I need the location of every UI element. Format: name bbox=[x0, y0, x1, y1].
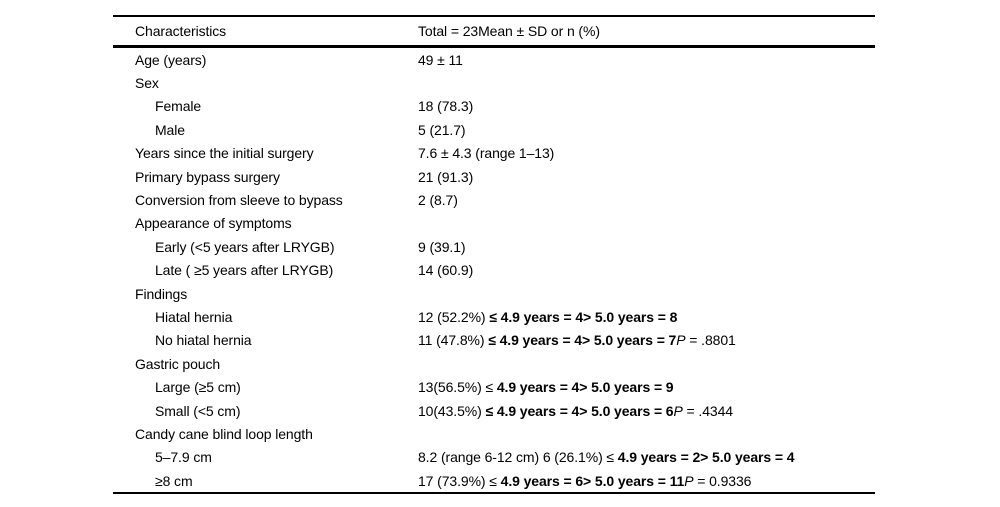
row-value: 13(56.5%) ≤ 4.9 years = 4> 5.0 years = 9 bbox=[418, 379, 875, 395]
value-bold-run: ≤ 4.9 years = 4> 5.0 years = 7 bbox=[488, 332, 677, 349]
value-text-run: = .8801 bbox=[685, 332, 736, 349]
row-value: 7.6 ± 4.3 (range 1–13) bbox=[418, 145, 875, 161]
value-text-run: 21 (91.3) bbox=[418, 168, 474, 185]
row-label: Small (<5 cm) bbox=[155, 402, 241, 419]
table-row: Large (≥5 cm) 13(56.5%) ≤ 4.9 years = 4> … bbox=[113, 375, 875, 398]
row-label: Large (≥5 cm) bbox=[155, 379, 241, 396]
value-text-run: 18 (78.3) bbox=[418, 98, 474, 115]
table-row: Sex bbox=[113, 71, 875, 94]
value-text-run: 11 (47.8%) bbox=[418, 332, 489, 349]
table-row: Male 5 (21.7) bbox=[113, 118, 875, 141]
table-row: Early (<5 years after LRYGB) 9 (39.1) bbox=[113, 235, 875, 258]
row-value: 8.2 (range 6-12 cm) 6 (26.1%) ≤ 4.9 year… bbox=[418, 449, 875, 465]
value-text-run: 17 (73.9%) ≤ bbox=[418, 472, 501, 489]
p-value-symbol: P bbox=[673, 402, 683, 419]
p-value-symbol: P bbox=[676, 332, 686, 349]
row-value: 12 (52.2%) ≤ 4.9 years = 4> 5.0 years = … bbox=[418, 309, 875, 325]
row-label: No hiatal hernia bbox=[155, 332, 252, 349]
row-label: Gastric pouch bbox=[135, 355, 221, 372]
value-text-run: 5 (21.7) bbox=[418, 121, 466, 138]
characteristics-table: Characteristics Total = 23Mean ± SD or n… bbox=[113, 15, 875, 495]
table-row: Candy cane blind loop length bbox=[113, 422, 875, 445]
table-row: Findings bbox=[113, 282, 875, 305]
row-label: Sex bbox=[135, 75, 159, 92]
row-label: Age (years) bbox=[135, 51, 207, 68]
row-value: 17 (73.9%) ≤ 4.9 years = 6> 5.0 years = … bbox=[418, 473, 875, 489]
value-text-run: 7.6 ± 4.3 (range 1–13) bbox=[418, 145, 555, 162]
table-row: Late ( ≥5 years after LRYGB) 14 (60.9) bbox=[113, 259, 875, 282]
row-label: Conversion from sleeve to bypass bbox=[135, 192, 343, 209]
p-value-symbol: P bbox=[684, 472, 694, 489]
table-row: Primary bypass surgery 21 (91.3) bbox=[113, 165, 875, 188]
row-label: Female bbox=[155, 98, 202, 115]
value-text-run: 49 ± 11 bbox=[418, 51, 463, 68]
value-bold-run: ≤ 4.9 years = 4> 5.0 years = 6 bbox=[485, 402, 674, 419]
table-header-row: Characteristics Total = 23Mean ± SD or n… bbox=[113, 17, 875, 48]
table-row: Years since the initial surgery 7.6 ± 4.3… bbox=[113, 142, 875, 165]
row-value: 14 (60.9) bbox=[418, 262, 875, 278]
header-characteristics: Characteristics bbox=[135, 23, 227, 39]
row-label: Hiatal hernia bbox=[155, 308, 233, 325]
row-label: Findings bbox=[135, 285, 188, 302]
row-value: 2 (8.7) bbox=[418, 192, 875, 208]
value-text-run: = .4344 bbox=[682, 402, 734, 419]
row-label: Male bbox=[155, 121, 185, 138]
row-label: ≥8 cm bbox=[155, 472, 193, 489]
table-row: Hiatal hernia 12 (52.2%) ≤ 4.9 years = 4>… bbox=[113, 305, 875, 328]
value-text-run: 8.2 (range 6-12 cm) 6 (26.1%) ≤ bbox=[418, 449, 618, 466]
table-row: Appearance of symptoms bbox=[113, 212, 875, 235]
value-bold-run: 4.9 years = 4> 5.0 years = 9 bbox=[496, 379, 674, 396]
row-value: 9 (39.1) bbox=[418, 239, 875, 255]
row-label: 5–7.9 cm bbox=[155, 449, 212, 466]
table-row: Gastric pouch bbox=[113, 352, 875, 375]
row-label: Primary bypass surgery bbox=[135, 168, 280, 185]
table-row: 5–7.9 cm 8.2 (range 6-12 cm) 6 (26.1%) ≤ … bbox=[113, 446, 875, 469]
table-row: ≥8 cm 17 (73.9%) ≤ 4.9 years = 6> 5.0 yea… bbox=[113, 469, 875, 492]
value-bold-run: ≤ 4.9 years = 4> 5.0 years = 8 bbox=[489, 308, 678, 325]
table-row: No hiatal hernia 11 (47.8%) ≤ 4.9 years =… bbox=[113, 329, 875, 352]
value-text-run: 14 (60.9) bbox=[418, 262, 474, 279]
row-value: 21 (91.3) bbox=[418, 169, 875, 185]
row-label: Appearance of symptoms bbox=[135, 215, 292, 232]
value-text-run: 12 (52.2%) bbox=[418, 308, 490, 325]
table-row: Small (<5 cm) 10(43.5%) ≤ 4.9 years = 4> … bbox=[113, 399, 875, 422]
table-row: Female 18 (78.3) bbox=[113, 95, 875, 118]
row-value: 11 (47.8%) ≤ 4.9 years = 4> 5.0 years = … bbox=[418, 332, 875, 348]
table-row: Conversion from sleeve to bypass 2 (8.7) bbox=[113, 188, 875, 211]
table-body: Age (years) 49 ± 11 Sex Female 18 (78.3) Male… bbox=[113, 48, 875, 492]
row-label: Candy cane blind loop length bbox=[135, 425, 313, 442]
row-label: Early (<5 years after LRYGB) bbox=[155, 238, 335, 255]
value-text-run: 9 (39.1) bbox=[418, 238, 466, 255]
header-total-mean-sd: Total = 23Mean ± SD or n (%) bbox=[418, 23, 600, 39]
row-value: 5 (21.7) bbox=[418, 122, 875, 138]
value-text-run: 2 (8.7) bbox=[418, 192, 458, 209]
row-label: Late ( ≥5 years after LRYGB) bbox=[155, 262, 334, 279]
row-value: 18 (78.3) bbox=[418, 98, 875, 114]
value-bold-run: 4.9 years = 2> 5.0 years = 4 bbox=[617, 449, 795, 466]
row-value: 10(43.5%) ≤ 4.9 years = 4> 5.0 years = 6… bbox=[418, 403, 875, 419]
row-value: 49 ± 11 bbox=[418, 52, 875, 68]
row-label: Years since the initial surgery bbox=[135, 145, 314, 162]
value-text-run: 10(43.5%) bbox=[418, 402, 486, 419]
value-bold-run: 4.9 years = 6> 5.0 years = 11 bbox=[500, 472, 685, 489]
value-text-run: = 0.9336 bbox=[693, 472, 752, 489]
table-row: Age (years) 49 ± 11 bbox=[113, 48, 875, 71]
value-text-run: 13(56.5%) ≤ bbox=[418, 379, 497, 396]
